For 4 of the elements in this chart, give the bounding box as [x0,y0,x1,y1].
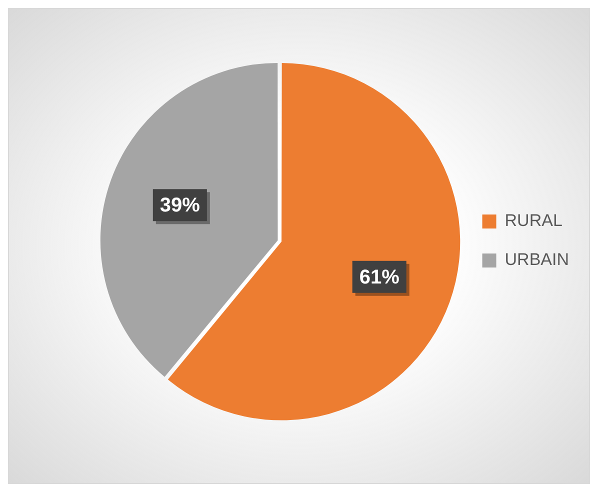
data-label: 39% [160,194,200,217]
legend-label: URBAIN [504,250,570,270]
legend-label: RURAL [504,211,562,230]
data-label: 61% [359,266,400,288]
